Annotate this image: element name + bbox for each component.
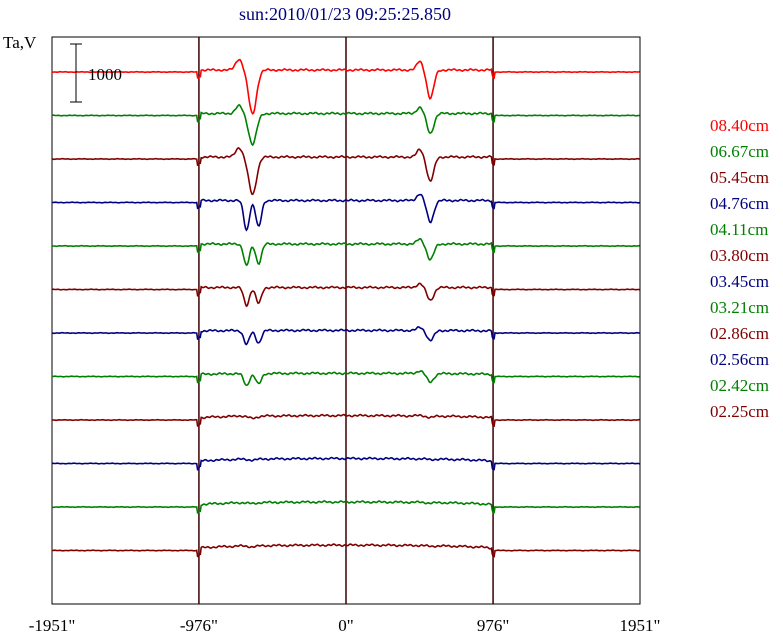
legend-entry-02.42cm: 02.42cm: [710, 376, 769, 395]
legend-entry-03.45cm: 03.45cm: [710, 272, 769, 291]
reference-lines: [198, 37, 494, 604]
x-tick-label-2: 0": [338, 616, 353, 635]
legend-entry-02.86cm: 02.86cm: [710, 324, 769, 343]
series-line-02.86cm: [51, 413, 640, 428]
series-line-08.40cm: [51, 58, 640, 115]
legend-entry-02.56cm: 02.56cm: [710, 350, 769, 369]
legend: 08.40cm 06.67cm 05.45cm 04.76cm 04.11cm 03.80…: [710, 116, 769, 421]
series-line-02.25cm: [51, 543, 640, 558]
x-tick-label-3: 976": [477, 616, 509, 635]
series-lines: [51, 58, 640, 558]
legend-entry-05.45cm: 05.45cm: [710, 168, 769, 187]
x-tick-label-1: -976": [180, 616, 218, 635]
y-axis-label: Ta,V: [3, 33, 37, 52]
series-line-02.56cm: [51, 456, 640, 471]
series-line-06.67cm: [51, 103, 640, 147]
chart-title: sun:2010/01/23 09:25:25.850: [239, 4, 451, 24]
series-line-05.45cm: [51, 146, 640, 196]
legend-entry-03.80cm: 03.80cm: [710, 246, 769, 265]
x-tick-label-0: -1951": [29, 616, 76, 635]
series-line-03.21cm: [51, 370, 640, 387]
x-tick-label-4: 1951": [620, 616, 661, 635]
scale-bar: 1000: [70, 43, 122, 103]
legend-entry-04.11cm: 04.11cm: [710, 220, 768, 239]
series-line-03.80cm: [51, 282, 640, 308]
legend-entry-08.40cm: 08.40cm: [710, 116, 769, 135]
legend-entry-02.25cm: 02.25cm: [710, 402, 769, 421]
legend-entry-03.21cm: 03.21cm: [710, 298, 769, 317]
series-line-03.45cm: [51, 326, 640, 346]
x-axis-ticks: -1951" -976" 0" 976" 1951": [29, 616, 661, 635]
scale-bar-label: 1000: [88, 65, 122, 84]
legend-entry-06.67cm: 06.67cm: [710, 142, 769, 161]
series-line-04.76cm: [52, 193, 640, 232]
series-line-04.11cm: [51, 237, 640, 266]
legend-entry-04.76cm: 04.76cm: [710, 194, 769, 213]
series-line-02.42cm: [51, 500, 640, 514]
